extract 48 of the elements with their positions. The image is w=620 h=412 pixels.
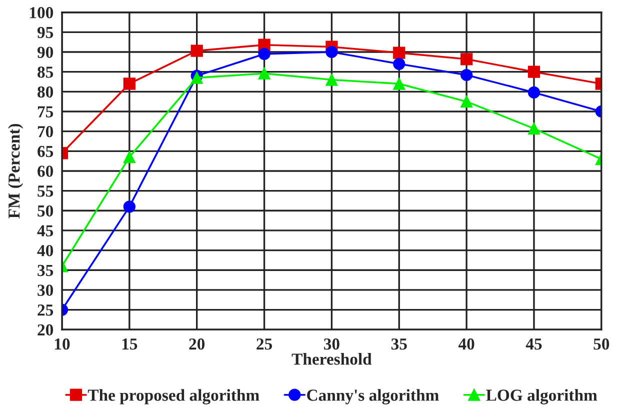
y-tick-label: 30 [38, 284, 54, 296]
point [123, 200, 136, 213]
y-tick-label: 50 [38, 205, 54, 217]
legend-label: The proposed algorithm [88, 389, 260, 404]
y-tick-label: 55 [38, 186, 54, 197]
point [123, 151, 136, 164]
x-tick-label: 10 [55, 338, 70, 350]
point [393, 58, 406, 70]
point [460, 53, 473, 66]
y-tick-label: 85 [38, 66, 54, 78]
point [528, 86, 540, 99]
point [123, 78, 136, 90]
y-tick-label: 45 [37, 225, 54, 236]
x-tick-label: 20 [189, 338, 205, 350]
point [326, 46, 338, 58]
point [258, 48, 270, 60]
y-tick-label: 65 [38, 146, 54, 158]
x-axis-title: Thereshold [292, 353, 372, 365]
point [393, 78, 406, 90]
y-tick-label: 80 [38, 86, 54, 98]
point [326, 74, 338, 86]
y-tick-label: 100 [30, 7, 54, 18]
y-tick-label: 35 [38, 264, 54, 276]
y-tick-label: 60 [38, 166, 54, 177]
y-tick-label: 40 [37, 244, 54, 256]
x-tick-label: 40 [458, 338, 474, 350]
point [190, 44, 203, 57]
y-tick-label: 70 [38, 126, 54, 138]
x-tick-label: 45 [526, 338, 542, 350]
legend-label: Canny's algorithm [307, 389, 439, 404]
y-tick-label: 25 [38, 304, 54, 316]
x-tick-label: 25 [256, 338, 272, 350]
point [528, 66, 540, 78]
point [460, 96, 473, 108]
x-tick-label: 35 [391, 338, 407, 350]
y-tick-label: 95 [37, 26, 54, 38]
y-tick-label: 90 [37, 46, 54, 58]
y-tick-label: 20 [38, 324, 54, 336]
point [460, 68, 473, 82]
point [528, 122, 540, 135]
point [258, 67, 270, 80]
y-tick-label: 75 [38, 106, 54, 118]
y-axis-title: FM (Percent) [8, 124, 24, 218]
x-tick-label: 50 [594, 338, 610, 350]
legend-label: LOG algorithm [486, 389, 598, 404]
x-tick-label: 15 [122, 338, 138, 350]
point [393, 46, 406, 59]
x-tick-label: 30 [324, 338, 340, 350]
